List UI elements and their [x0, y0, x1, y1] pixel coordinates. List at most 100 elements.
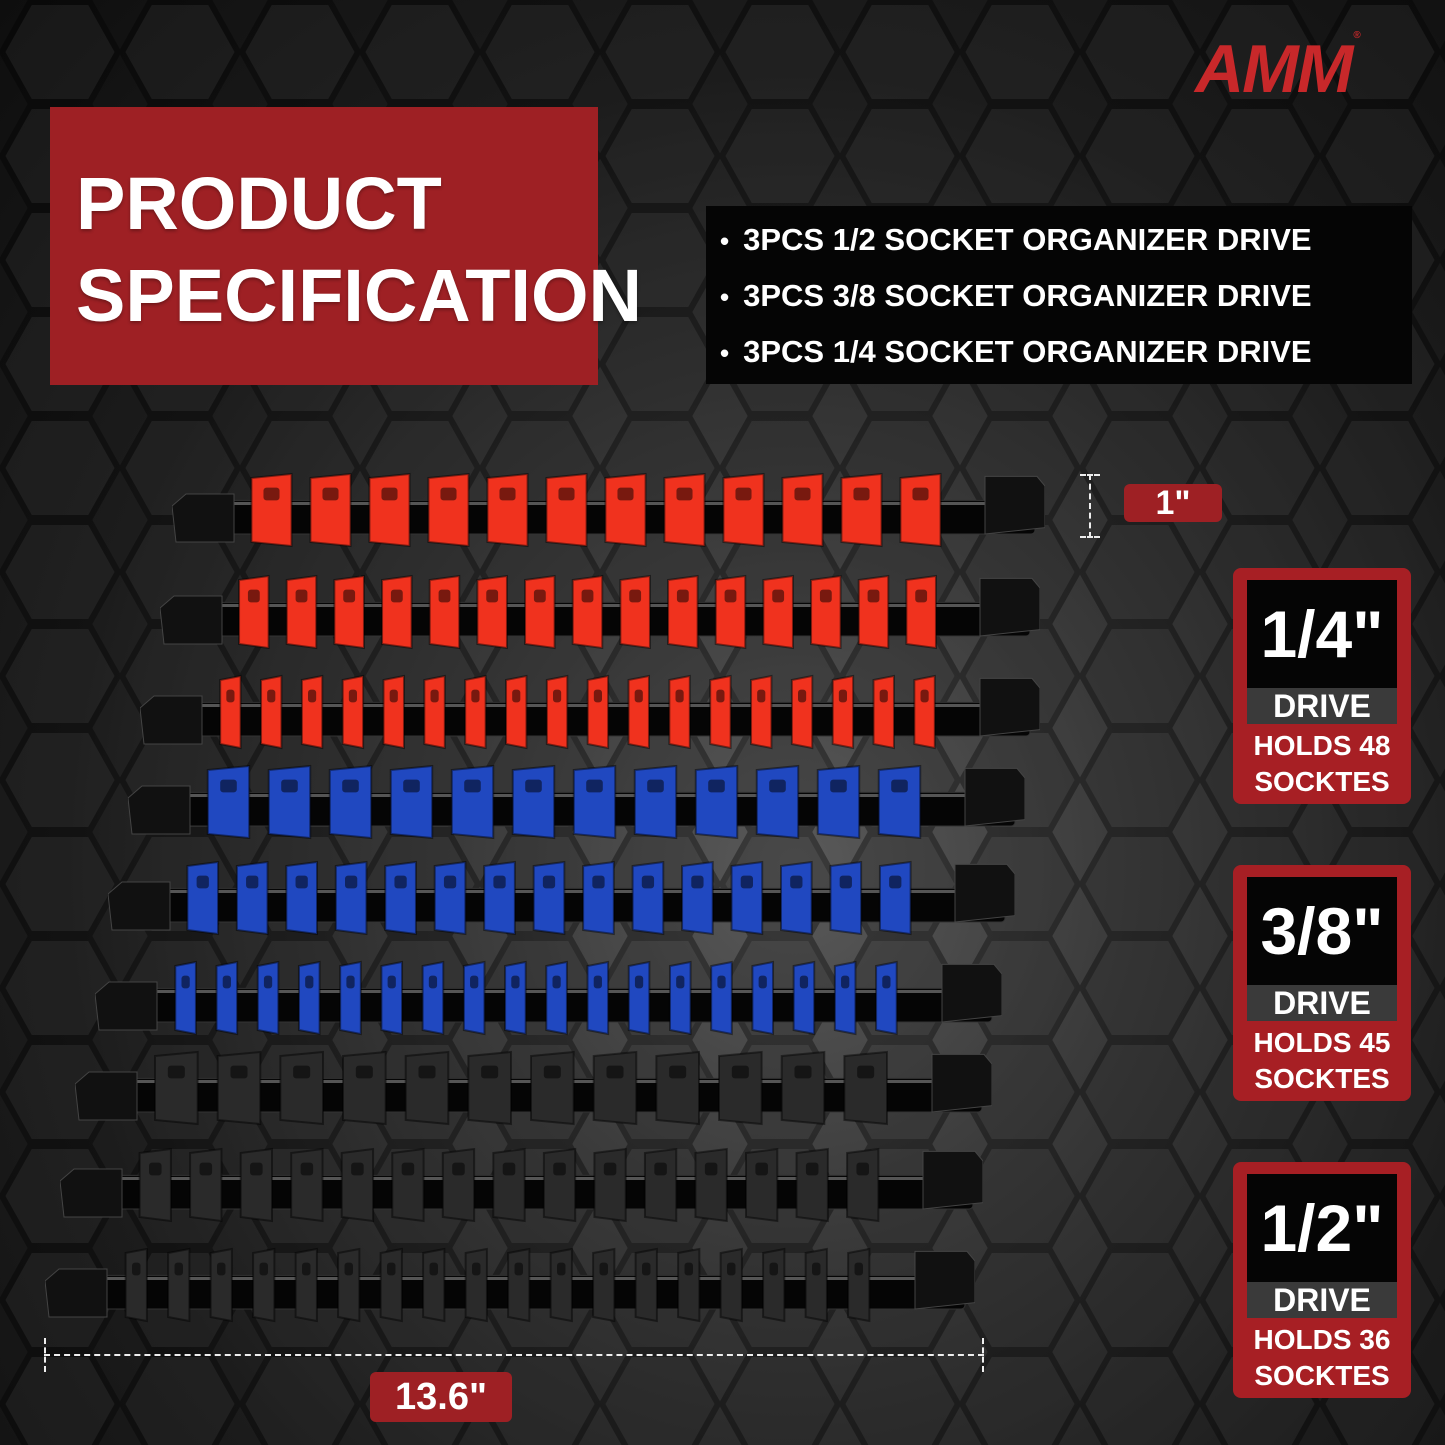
socket-clip: [511, 764, 556, 840]
clip-ball: [586, 779, 603, 793]
clip-ball: [525, 779, 542, 793]
drive-label: DRIVE: [1247, 688, 1397, 724]
clip-ball: [542, 875, 556, 889]
socket-rail: [45, 1247, 975, 1323]
socket-clip: [545, 472, 588, 548]
clip-ball: [812, 1262, 821, 1276]
socket-clip: [810, 574, 842, 650]
clip-ball: [794, 487, 811, 501]
height-label: 1": [1124, 484, 1222, 522]
socket-clip: [381, 574, 413, 650]
clip-ball: [798, 689, 807, 703]
socket-clip: [421, 960, 445, 1036]
socket-clip: [719, 1247, 743, 1323]
rail-end-cap: [984, 475, 1045, 535]
socket-clip: [290, 1147, 324, 1223]
clip-ball: [641, 875, 655, 889]
socket-clip: [604, 472, 647, 548]
clip-ball: [854, 1262, 863, 1276]
socket-clip: [507, 1247, 531, 1323]
socket-clip: [423, 674, 446, 750]
clip-ball: [247, 589, 260, 603]
rail-end-cap: [95, 981, 158, 1031]
brand-logo: AMM ®: [1195, 30, 1361, 107]
clip-ball: [704, 1162, 718, 1176]
clip-ball: [471, 689, 480, 703]
socket-clip: [260, 674, 283, 750]
socket-clip: [209, 1247, 233, 1323]
spec-item: 3PCS 1/4 SOCKET ORGANIZER DRIVE: [720, 330, 1412, 386]
socket-clip: [875, 960, 898, 1036]
clip-ball: [593, 975, 602, 989]
clip-ball: [295, 589, 308, 603]
socket-clip: [267, 764, 312, 840]
socket-clip: [790, 674, 814, 750]
socket-clip: [250, 472, 293, 548]
socket-clip: [238, 574, 270, 650]
socket-clip: [709, 674, 732, 750]
socket-clip: [404, 1050, 450, 1126]
socket-clip: [294, 1247, 318, 1323]
socket-clip: [300, 674, 324, 750]
clip-ball: [220, 779, 237, 793]
clip-ball: [727, 1262, 736, 1276]
clip-ball: [452, 1162, 465, 1176]
clip-ball: [654, 1162, 667, 1176]
clip-ball: [387, 975, 396, 989]
clip-ball: [634, 689, 643, 703]
clip-ball: [889, 875, 902, 889]
socket-rail: [160, 574, 1040, 650]
clip-ball: [493, 875, 506, 889]
clip-ball: [794, 1065, 812, 1079]
rail-end-cap: [128, 785, 191, 835]
socket-clip: [694, 764, 739, 840]
clip-ball: [676, 487, 693, 501]
clip-ball: [167, 1065, 185, 1079]
height-dimension-line: [1089, 474, 1091, 538]
socket-clip: [384, 860, 417, 936]
socket-clip: [627, 960, 651, 1036]
socket-clip: [804, 1247, 828, 1323]
socket-clip: [124, 1247, 148, 1323]
clip-ball: [669, 1065, 687, 1079]
socket-clip: [334, 860, 368, 936]
socket-clip: [714, 574, 747, 650]
clip-ball: [769, 779, 786, 793]
socket-clip: [730, 860, 764, 936]
rail-end-cap: [140, 695, 203, 745]
socket-clip: [219, 674, 242, 750]
clip-ball: [418, 1065, 436, 1079]
clip-ball: [132, 1262, 141, 1276]
clip-ball: [302, 1262, 311, 1276]
clip-ball: [553, 1162, 566, 1176]
socket-clip: [643, 1147, 678, 1223]
socket-rail: [172, 472, 1045, 548]
socket-clip: [857, 574, 890, 650]
clip-ball: [819, 589, 832, 603]
socket-clip: [677, 1247, 701, 1323]
clip-ball: [634, 975, 644, 989]
socket-clip: [745, 1147, 779, 1223]
socket-clip: [297, 960, 321, 1036]
socket-clip: [668, 960, 692, 1036]
length-label: 13.6": [370, 1372, 512, 1422]
clip-ball: [429, 1262, 438, 1276]
socket-clip: [572, 764, 617, 840]
socket-clip: [215, 960, 239, 1036]
socket-clip: [532, 860, 566, 936]
clip-ball: [552, 975, 561, 989]
socket-clip: [667, 574, 699, 650]
socket-clip: [751, 960, 775, 1036]
socket-clip: [256, 960, 280, 1036]
socket-clip: [524, 574, 556, 650]
clip-ball: [592, 875, 605, 889]
socket-clip: [206, 764, 251, 840]
socket-clip: [681, 860, 714, 936]
clip-ball: [300, 1162, 314, 1176]
clip-ball: [470, 975, 479, 989]
clip-ball: [464, 779, 481, 793]
socket-clip: [779, 860, 813, 936]
clip-ball: [708, 779, 725, 793]
clip-ball: [267, 689, 276, 703]
socket-clip: [843, 1050, 888, 1126]
